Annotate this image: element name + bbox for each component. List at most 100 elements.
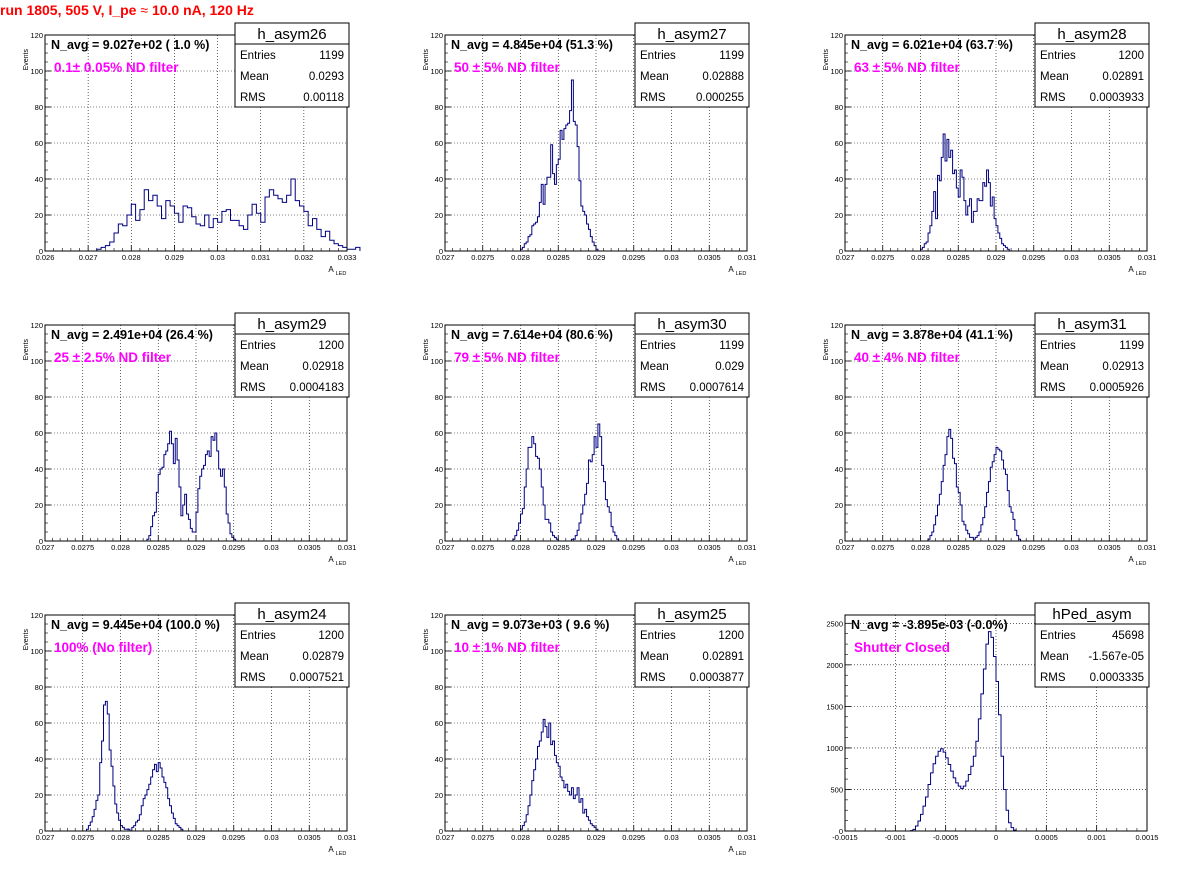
x-tick-label: 0.0285 [147,543,170,552]
stats-value: 1199 [719,340,744,352]
x-axis-title-subscript: LED [336,561,347,567]
x-tick-label: 0.03 [1064,253,1079,262]
stats-label: Mean [1040,651,1069,663]
x-tick-label: 0.0295 [1022,253,1045,262]
y-tick-label: 0 [39,537,43,546]
y-tick-label: 60 [835,429,843,438]
x-tick-label: 0.027 [436,253,455,262]
y-tick-label: 20 [435,211,443,220]
stats-value: 1199 [319,50,344,62]
x-tick-label: 0.033 [338,253,357,262]
y-tick-label: 20 [35,791,43,800]
stats-box [634,623,750,688]
stats-value: 0.02891 [702,651,744,663]
x-axis-title: A [1128,555,1134,564]
x-tick-label: 0.0295 [622,253,645,262]
x-tick-label: -0.0015 [832,833,857,842]
y-axis-title: Events [823,339,830,361]
y-tick-label: 120 [830,31,843,40]
y-axis-title: Events [23,339,30,361]
stats-value: 0.0005926 [1090,382,1144,394]
run-title-value: 10.0 nA, 120 Hz [151,2,254,18]
stats-label: RMS [640,382,666,394]
x-tick-label: 0.0275 [871,253,894,262]
y-tick-label: 80 [35,393,43,402]
x-tick-label: 0.027 [436,543,455,552]
y-tick-label: 60 [435,139,443,148]
y-tick-label: 80 [35,103,43,112]
stats-label: RMS [240,382,266,394]
y-tick-label: 60 [835,139,843,148]
y-tick-label: 120 [430,611,443,620]
y-tick-label: 100 [830,357,843,366]
filter-annotation: 40 ± 4% ND filter [854,350,960,365]
x-tick-label: 0.0275 [871,543,894,552]
stats-label: Mean [240,71,269,83]
y-tick-label: 500 [830,785,843,794]
x-axis-title: A [1128,265,1134,274]
x-tick-label: 0.03 [664,543,679,552]
x-tick-label: 0.03 [210,253,225,262]
y-tick-label: 60 [35,719,43,728]
y-tick-label: 120 [30,31,43,40]
histogram-title: hPed_asym [1052,606,1131,623]
stats-value: 0.02879 [302,651,344,663]
x-axis-title-subscript: LED [736,271,747,277]
x-tick-label: 0.029 [187,543,206,552]
stats-box [234,623,350,688]
stats-label: Entries [1040,50,1076,62]
stats-value: -1.567e-05 [1088,651,1144,663]
y-tick-label: 120 [430,31,443,40]
stats-value: 0.02891 [1102,71,1144,83]
stats-box [1034,333,1150,398]
x-tick-label: 0.0295 [622,543,645,552]
stats-label: RMS [1040,382,1066,394]
stats-value: 1200 [318,340,344,352]
x-axis-title: A [728,555,734,564]
histogram-title: h_asym26 [257,26,326,43]
x-tick-label: 0.0305 [1098,543,1121,552]
stats-value: 0.02918 [302,361,344,373]
stats-value: 0.000255 [696,92,744,104]
stats-label: Mean [640,71,669,83]
stats-value: 0.0003877 [690,672,744,684]
stats-label: Entries [1040,340,1076,352]
x-tick-label: 0.0275 [71,543,94,552]
navg-label: N_avg = 9.073e+03 ( 9.6 %) [451,618,609,632]
histogram-panel-h_asym30: 0.027 0.0275 0.028 0.0285 0.029 0.0295 0.03 0.0… [423,312,756,567]
x-tick-label: 0.0285 [947,543,970,552]
x-tick-label: 0.031 [251,253,270,262]
x-tick-label: 0.029 [587,543,606,552]
y-tick-label: 40 [835,175,843,184]
x-tick-label: 0.028 [122,253,141,262]
stats-value: 0.02913 [1102,361,1144,373]
navg-label: N_avg = 9.445e+04 (100.0 %) [51,618,220,632]
navg-label: N_avg = -3.895e-03 (-0.0%) [851,618,1008,632]
histogram-panel-h_asym28: 0.027 0.0275 0.028 0.0285 0.029 0.0295 0.03 0.0… [823,22,1156,277]
histogram-title: h_asym31 [1057,316,1126,333]
x-tick-label: 0.03 [264,543,279,552]
y-tick-label: 100 [30,357,43,366]
x-tick-label: 0.0285 [947,253,970,262]
x-tick-label: 0.028 [111,543,130,552]
x-tick-label: 0.029 [587,833,606,842]
x-tick-label: 0.027 [836,253,855,262]
y-axis-title: Events [823,49,830,71]
x-tick-label: -0.001 [885,833,906,842]
navg-label: N_avg = 6.021e+04 (63.7 %) [851,38,1013,52]
y-tick-label: 20 [835,211,843,220]
y-axis-title: Events [23,49,30,71]
y-tick-label: 40 [835,465,843,474]
histogram-title: h_asym27 [657,26,726,43]
x-tick-label: 0.0305 [298,543,321,552]
y-tick-label: 40 [35,465,43,474]
x-tick-label: 0.0305 [698,543,721,552]
x-tick-label: 0.029 [187,833,206,842]
y-tick-label: 120 [830,321,843,330]
y-tick-label: 0 [39,247,43,256]
stats-label: Mean [1040,361,1069,373]
x-tick-label: 0.0275 [471,833,494,842]
x-tick-label: 0.031 [738,253,757,262]
x-tick-label: 0.028 [511,833,530,842]
y-tick-label: 100 [30,647,43,656]
